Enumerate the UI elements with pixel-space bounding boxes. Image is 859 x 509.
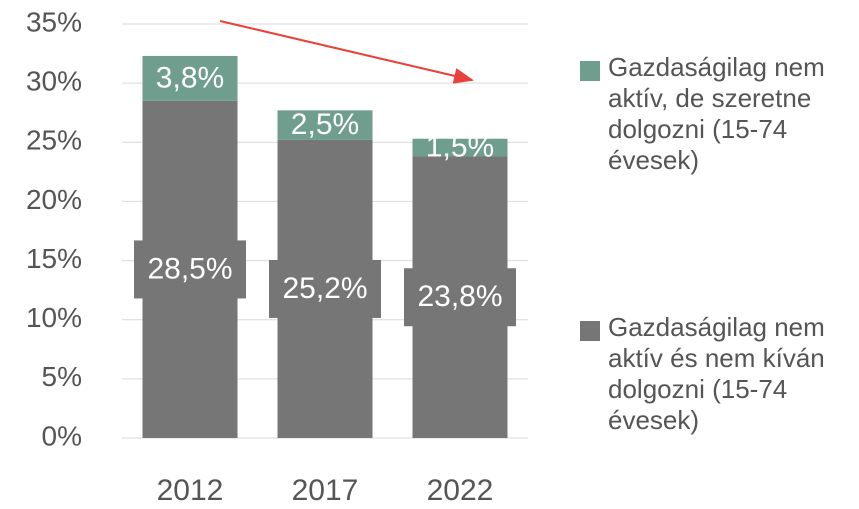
value-label: 2,5% xyxy=(291,108,359,141)
bar-segment xyxy=(412,138,508,157)
y-tick-label: 0% xyxy=(42,420,82,451)
value-label: 25,2% xyxy=(282,272,367,305)
label-box xyxy=(269,259,381,318)
trend-arrow xyxy=(219,20,474,84)
legend-item: Gazdaságilag nem aktív és nem kíván dolg… xyxy=(580,312,858,436)
x-tick-label: 2022 xyxy=(427,474,494,507)
legend-swatch xyxy=(580,321,600,341)
y-tick-label: 25% xyxy=(26,125,82,156)
y-tick-label: 35% xyxy=(26,6,82,37)
label-box xyxy=(404,268,516,327)
bar-segment xyxy=(277,110,373,140)
chart: 0% 5% 10% 15% 20% 25% 30% 35% 2012 28,5% 3,8% 2017 2… xyxy=(26,6,528,507)
legend-item: Gazdaságilag nem aktív, de szeretne dolg… xyxy=(580,52,858,176)
legend-label: Gazdaságilag nem aktív, de szeretne dolg… xyxy=(608,52,825,175)
bar-segment xyxy=(142,55,238,101)
x-tick-label: 2017 xyxy=(292,474,359,507)
legend-label: Gazdaságilag nem aktív és nem kíván dolg… xyxy=(608,312,825,435)
y-tick-label: 30% xyxy=(26,66,82,97)
value-label: 23,8% xyxy=(417,280,502,313)
label-box xyxy=(134,240,246,299)
x-tick-label: 2012 xyxy=(157,474,224,507)
value-label: 3,8% xyxy=(156,61,224,94)
legend: Gazdaságilag nem aktív, de szeretne dolg… xyxy=(580,0,859,509)
legend-swatch xyxy=(580,61,600,81)
value-label: 1,5% xyxy=(426,131,494,164)
y-tick-label: 5% xyxy=(42,361,82,392)
y-tick-label: 20% xyxy=(26,184,82,215)
y-tick-label: 10% xyxy=(26,302,82,333)
y-tick-label: 15% xyxy=(26,243,82,274)
value-label: 28,5% xyxy=(147,252,232,285)
